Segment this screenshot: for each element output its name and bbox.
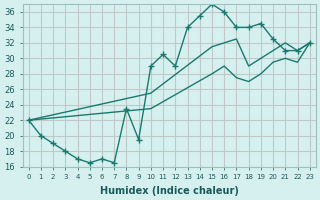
X-axis label: Humidex (Indice chaleur): Humidex (Indice chaleur) — [100, 186, 239, 196]
